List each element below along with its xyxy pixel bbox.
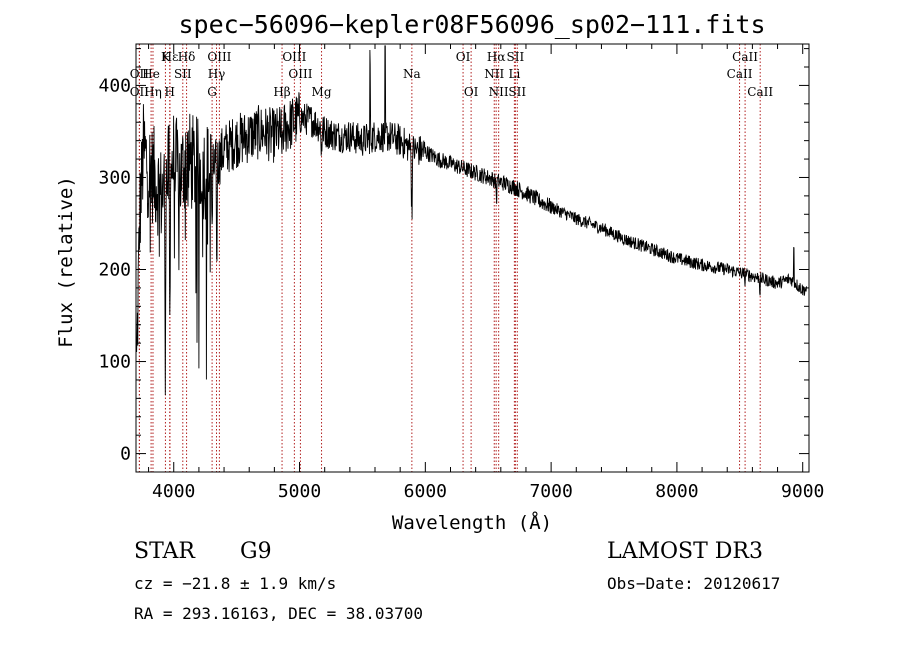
spectral-line-label: CaII [747, 85, 773, 99]
spectral-line-label: K [161, 50, 171, 64]
spectral-line-label: SII [174, 67, 192, 81]
spectral-line-label: Na [403, 67, 421, 81]
spectral-line-label: SII [507, 50, 525, 64]
x-tick-label: 6000 [404, 481, 447, 502]
spectral-line-label: OI [464, 85, 479, 99]
redshift-velocity: cz = −21.8 ± 1.9 km/s [134, 574, 337, 593]
spectral-line-label: OII [130, 67, 150, 81]
spectral-line-label: Li [508, 67, 520, 81]
x-axis-label: Wavelength (Å) [392, 511, 552, 534]
spectral-line-label: Hβ [273, 85, 290, 99]
chart-title: spec−56096−kepler08F56096_sp02−111.fits [179, 10, 766, 39]
y-axis-label: Flux (relative) [55, 176, 77, 348]
spectral-line-label: OIII [282, 50, 306, 64]
spectral-line-label: Hε [162, 50, 179, 64]
coordinates: RA = 293.16163, DEC = 38.03700 [134, 604, 423, 623]
spectral-line-label: Hγ [208, 67, 226, 81]
spectral-line-label: OI [456, 50, 471, 64]
spectrum-series [136, 45, 807, 396]
y-tick-label: 400 [98, 75, 131, 96]
spectral-line-label: Hα [487, 50, 506, 64]
y-tick-label: 200 [98, 260, 131, 281]
spectral-line-label: CaII [732, 50, 758, 64]
plot-frame [135, 43, 810, 473]
spectral-line-label: He [142, 67, 160, 81]
spectral-line-label: OIII [207, 50, 231, 64]
spectral-line-label: Hη [144, 85, 162, 99]
spectrum-line [136, 45, 807, 396]
x-tick-label: 4000 [152, 481, 195, 502]
spectral-line-label: Mg [312, 85, 332, 99]
y-tick-label: 0 [120, 444, 131, 465]
survey-name: LAMOST DR3 [607, 539, 763, 564]
y-tick-label: 100 [98, 352, 131, 373]
x-tick-label: 9000 [781, 481, 824, 502]
spectral-line-label: SII [508, 85, 526, 99]
spectral-line-label: NII [489, 85, 509, 99]
spectral-line-label: OIII [288, 67, 312, 81]
x-tick-label: 5000 [278, 481, 321, 502]
spectral-line-label: H [164, 85, 174, 99]
spectral-line-label: OII [130, 85, 150, 99]
x-tick-label: 8000 [655, 481, 698, 502]
spectral-line-label: Hδ [178, 50, 196, 64]
spectral-line-label: NII [484, 67, 504, 81]
object-class: STAR [134, 539, 195, 564]
y-tick-label: 300 [98, 167, 131, 188]
axis-ticks: 4000 5000 6000 7000 8000 9000 0 100 200 300 400 [98, 44, 824, 502]
object-subclass: G9 [240, 539, 272, 564]
observation-date: Obs−Date: 20120617 [607, 574, 781, 593]
spectral-line-label: CaII [727, 67, 753, 81]
x-tick-label: 7000 [529, 481, 572, 502]
spectral-line-label: G [207, 85, 217, 99]
